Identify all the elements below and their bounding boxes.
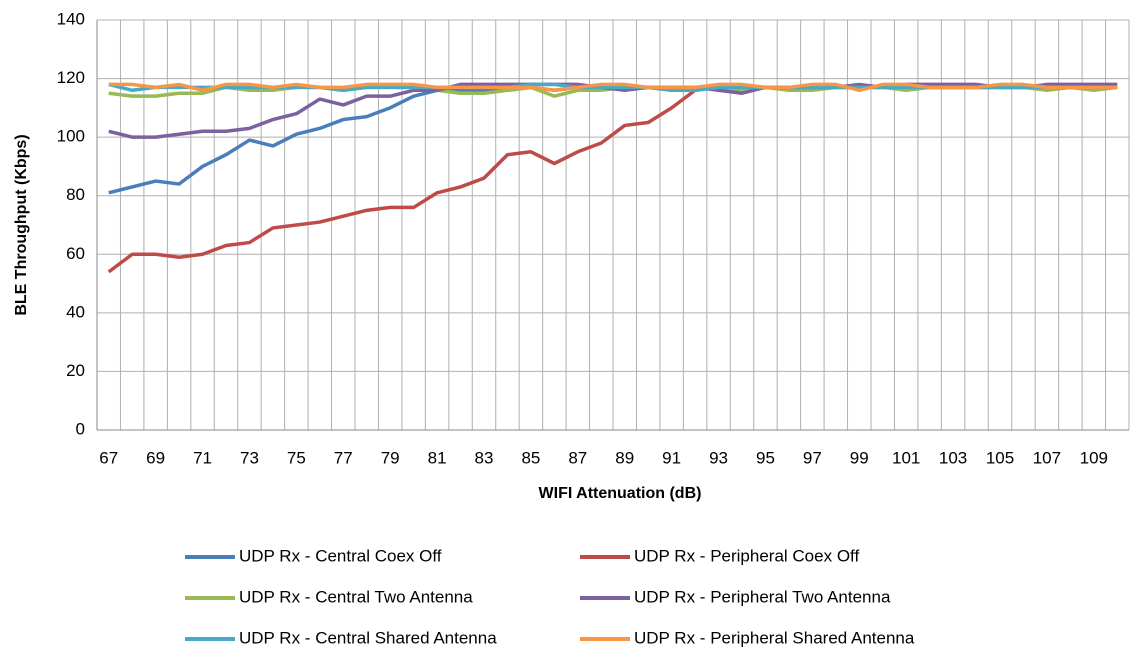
x-tick-label: 99 <box>850 448 869 467</box>
x-tick-label: 83 <box>475 448 494 467</box>
y-axis-title: BLE Throughput (Kbps) <box>13 134 30 315</box>
x-tick-label: 69 <box>146 448 165 467</box>
y-tick-label: 80 <box>66 185 85 204</box>
x-axis-title: WIFI Attenuation (dB) <box>539 485 702 502</box>
legend-text: UDP Rx - Central Two Antenna <box>239 587 473 606</box>
x-tick-label: 75 <box>287 448 306 467</box>
legend-text: UDP Rx - Peripheral Shared Antenna <box>634 628 915 647</box>
x-tick-label: 97 <box>803 448 822 467</box>
legend-text: UDP Rx - Central Shared Antenna <box>239 628 497 647</box>
legend-text: UDP Rx - Peripheral Coex Off <box>634 546 859 565</box>
y-tick-label: 100 <box>57 127 85 146</box>
x-tick-label: 91 <box>662 448 681 467</box>
x-tick-label: 105 <box>986 448 1014 467</box>
legend-text: UDP Rx - Peripheral Two Antenna <box>634 587 891 606</box>
x-tick-label: 107 <box>1033 448 1061 467</box>
x-tick-label: 73 <box>240 448 259 467</box>
x-tick-label: 103 <box>939 448 967 467</box>
y-tick-label: 140 <box>57 9 85 28</box>
x-tick-label: 85 <box>521 448 540 467</box>
y-tick-label: 0 <box>76 419 85 438</box>
x-tick-label: 79 <box>381 448 400 467</box>
y-tick-label: 60 <box>66 244 85 263</box>
x-tick-label: 81 <box>428 448 447 467</box>
series-line <box>108 82 1118 93</box>
x-tick-label: 87 <box>568 448 587 467</box>
x-tick-label: 89 <box>615 448 634 467</box>
x-tick-label: 93 <box>709 448 728 467</box>
legend-text: UDP Rx - Central Coex Off <box>239 546 442 565</box>
x-tick-label: 67 <box>99 448 118 467</box>
x-tick-label: 71 <box>193 448 212 467</box>
x-tick-label: 101 <box>892 448 920 467</box>
x-tick-label: 109 <box>1080 448 1108 467</box>
x-tick-label: 77 <box>334 448 353 467</box>
x-tick-label: 95 <box>756 448 775 467</box>
y-tick-label: 20 <box>66 361 85 380</box>
y-tick-label: 120 <box>57 68 85 87</box>
y-tick-label: 40 <box>66 302 85 321</box>
